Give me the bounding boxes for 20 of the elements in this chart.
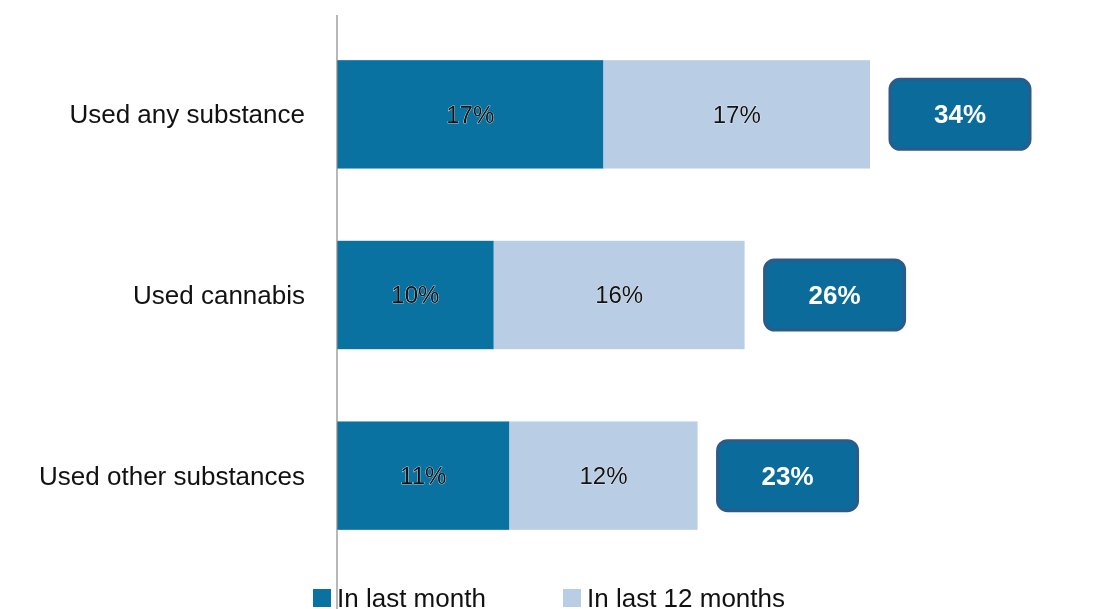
legend-label: In last 12 months	[587, 583, 785, 609]
bar	[337, 60, 604, 169]
total-label: 34%	[933, 99, 987, 130]
data-label: 11%	[400, 462, 447, 490]
data-label: 17%	[446, 100, 495, 128]
bar	[337, 421, 510, 530]
data-label: 10%	[391, 281, 440, 309]
data-label: 16%	[595, 281, 644, 309]
legend-label: In last month	[337, 583, 486, 609]
data-label: 17%	[712, 100, 761, 128]
y-tick-label: Used any substance	[69, 99, 305, 130]
bar	[603, 60, 870, 169]
bar	[509, 421, 698, 530]
bar	[493, 240, 745, 350]
y-tick-label: Used other substances	[39, 460, 305, 491]
total-label: 26%	[808, 280, 861, 311]
bar	[337, 240, 494, 350]
y-tick-label: Used cannabis	[133, 280, 305, 311]
total-label: 23%	[761, 460, 814, 491]
data-label: 12%	[579, 462, 628, 490]
